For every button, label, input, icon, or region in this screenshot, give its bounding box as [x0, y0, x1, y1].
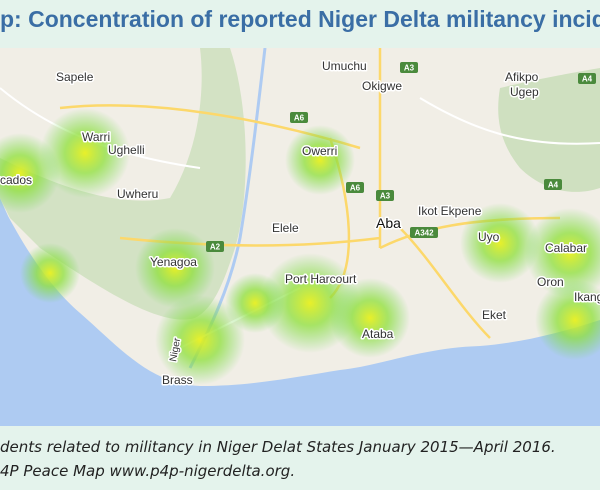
shield-box — [376, 190, 394, 201]
caption-line: dents related to militancy in Niger Dela… — [0, 438, 556, 456]
place-label: Warri — [82, 130, 110, 144]
place-label: Port Harcourt — [285, 272, 357, 286]
labels: Sapele Umuchu Afikpo Okigwe Ugep WarriUghelli… — [0, 58, 600, 389]
shield-box — [410, 227, 438, 238]
place-label: Uwheru — [117, 187, 158, 201]
place-label: Elele — [272, 221, 299, 235]
heat-spot — [155, 295, 245, 385]
heat-spot — [535, 280, 600, 360]
place-label: Ugep — [510, 85, 539, 99]
place-label: Aba — [376, 215, 401, 231]
road-shield: A4 — [578, 73, 596, 84]
place-label: Sapele — [56, 70, 94, 84]
heat-spot — [330, 278, 410, 358]
road-label: A6 — [294, 114, 305, 123]
shield-box — [290, 112, 308, 123]
road-shield: A3 — [376, 190, 394, 201]
road-shield: A4 — [544, 179, 562, 190]
road-label: A342 — [414, 229, 434, 238]
map: Sapele Umuchu Afikpo Okigwe Ugep WarriUghelli… — [0, 48, 600, 426]
place-label: rcados — [0, 173, 32, 187]
road-label: A3 — [404, 64, 415, 73]
road-label: A2 — [210, 243, 221, 252]
heat-spot — [40, 108, 130, 198]
place-label: Owerri — [302, 144, 337, 158]
road-shield: A6 — [290, 112, 308, 123]
place-label: Okigwe — [362, 79, 402, 93]
place-label: Eket — [482, 308, 507, 322]
road-label: A6 — [350, 184, 361, 193]
road-label: A4 — [548, 181, 559, 190]
place-label: Ikot Ekpene — [418, 204, 482, 218]
road-shield: A6 — [346, 182, 364, 193]
shield-box — [346, 182, 364, 193]
place-label: Afikpo — [505, 70, 539, 84]
road-shield: A2 — [206, 241, 224, 252]
heat-spot — [460, 203, 540, 283]
heat-spot — [285, 125, 355, 195]
road-label: A4 — [582, 75, 593, 84]
heat-spot — [135, 228, 215, 308]
place-label: Uyo — [478, 230, 500, 244]
heat-spot — [0, 133, 60, 213]
place-label: Ughelli — [108, 143, 145, 157]
place-label: Calabar — [545, 241, 587, 255]
title: p: Concentration of reported Niger Delta… — [0, 6, 600, 32]
place-label: Umuchu — [322, 59, 367, 73]
road — [59, 48, 561, 339]
shield-box — [206, 241, 224, 252]
caption-line: 4P Peace Map www.p4p-nigerdelta.org. — [0, 462, 296, 480]
shield-box — [578, 73, 596, 84]
shield-box — [400, 62, 418, 73]
place-label: Oron — [537, 275, 564, 289]
shield-box — [544, 179, 562, 190]
forest — [498, 68, 600, 192]
road-shield: A342 — [410, 227, 438, 238]
place-label: Ikang — [574, 290, 600, 304]
place-label: Brass — [162, 373, 193, 387]
heat-spot — [20, 243, 80, 303]
place-label: Yenagoa — [150, 255, 197, 269]
heat-spot — [525, 208, 600, 298]
heatmap — [0, 108, 600, 385]
heat-spot — [225, 273, 285, 333]
place-label: Ataba — [362, 327, 394, 341]
road-label: A3 — [380, 192, 391, 201]
road-shield: A3 — [400, 62, 418, 73]
